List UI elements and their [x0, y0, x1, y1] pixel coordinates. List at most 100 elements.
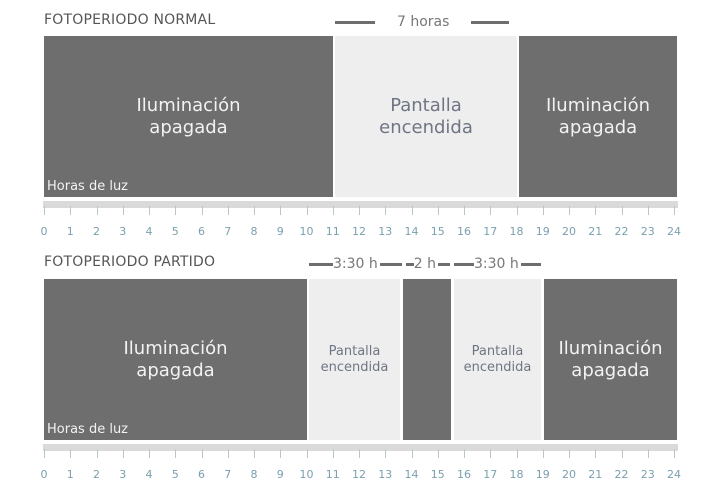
hour-label: 3: [119, 468, 127, 481]
hour-label: 1: [66, 225, 74, 238]
hour-label: 6: [198, 468, 205, 481]
hour-tick: [44, 449, 45, 458]
hour-tick: [516, 206, 518, 215]
hour-label: 5: [171, 225, 179, 238]
hour-tick: [411, 206, 413, 215]
hour-label: 5: [171, 468, 179, 481]
hour-label: 19: [535, 225, 550, 238]
hour-tick: [385, 449, 387, 458]
hour-label: 10: [299, 468, 314, 481]
hour-tick: [674, 206, 675, 215]
hour-label: 1: [66, 468, 74, 481]
hour-label: 13: [378, 225, 393, 238]
hour-tick: [201, 449, 203, 458]
hour-tick: [411, 449, 413, 458]
normal-duration: 7 horas: [335, 14, 510, 30]
hour-tick: [254, 206, 255, 215]
hour-tick: [254, 449, 255, 458]
hour-tick: [595, 449, 597, 458]
hour-tick: [569, 206, 570, 215]
hour-label: 0: [40, 225, 48, 238]
hour-tick: [542, 449, 544, 458]
hour-label: 11: [325, 468, 340, 481]
hour-label: 8: [250, 225, 258, 238]
hour-label: 14: [404, 468, 419, 481]
daylight-label: Horas de luz: [47, 422, 129, 438]
hour-label: 22: [614, 468, 629, 481]
hour-label: 23: [640, 468, 655, 481]
hour-tick: [227, 449, 229, 458]
hour-tick: [569, 449, 570, 458]
hour-tick: [306, 449, 308, 458]
hour-label: 19: [535, 468, 550, 481]
hour-label: 7: [224, 468, 232, 481]
hour-label: 17: [483, 225, 498, 238]
hour-label: 12: [352, 225, 366, 238]
hour-tick: [621, 206, 623, 215]
hour-tick: [280, 206, 282, 215]
block-label: Iluminación apagada: [123, 337, 228, 381]
hour-label: 14: [404, 225, 419, 238]
block-off: Iluminación apagada: [544, 279, 677, 440]
hour-tick: [149, 206, 150, 215]
hour-label: 20: [562, 225, 576, 238]
block-off: [403, 279, 451, 440]
hour-tick: [437, 206, 439, 215]
duration-label: 7 horas: [397, 14, 450, 30]
block-label: Iluminación apagada: [558, 337, 663, 381]
hour-tick: [516, 449, 518, 458]
hour-label: 22: [614, 225, 629, 238]
hour-tick: [70, 449, 72, 458]
hour-label: 10: [299, 225, 314, 238]
hour-label: 4: [145, 468, 153, 481]
hour-label: 18: [509, 468, 524, 481]
hour-tick: [359, 449, 360, 458]
block-label: Pantalla encendida: [320, 343, 389, 375]
hour-tick: [96, 206, 98, 215]
block-screen-on: Pantalla encendida: [454, 279, 541, 440]
block-label: Pantalla encendida: [379, 94, 473, 138]
hour-tick: [464, 449, 465, 458]
hour-label: 21: [588, 468, 603, 481]
hour-label: 7: [224, 225, 232, 238]
hour-tick: [175, 206, 177, 215]
hour-tick: [385, 206, 387, 215]
hour-tick: [332, 449, 334, 458]
normal-title: FOTOPERIODO NORMAL: [44, 12, 216, 28]
hour-label: 9: [276, 468, 284, 481]
hour-tick: [306, 206, 308, 215]
hour-label: 6: [198, 225, 205, 238]
hour-label: 2: [93, 225, 100, 238]
hour-tick: [149, 449, 150, 458]
hour-label: 21: [588, 225, 603, 238]
hour-label: 9: [276, 225, 284, 238]
block-screen-on: Pantalla encendida: [309, 279, 400, 440]
hour-tick: [44, 206, 45, 215]
duration-label: 2 h: [413, 256, 436, 272]
hour-label: 16: [457, 225, 471, 238]
hour-label: 11: [325, 225, 340, 238]
hour-label: 24: [667, 225, 681, 238]
hour-tick: [201, 206, 203, 215]
hour-label: 16: [457, 468, 471, 481]
hour-tick: [490, 449, 492, 458]
block-screen-on: Pantalla encendida: [335, 36, 517, 197]
hour-tick: [621, 449, 623, 458]
block-label: Pantalla encendida: [463, 343, 532, 375]
hour-label: 4: [145, 225, 153, 238]
hour-label: 2: [93, 468, 100, 481]
block-off: Iluminación apagada Horas de luz: [44, 279, 307, 440]
hour-label: 18: [509, 225, 524, 238]
hour-label: 20: [562, 468, 576, 481]
daylight-label: Horas de luz: [47, 179, 129, 195]
hour-label: 13: [378, 468, 393, 481]
hour-tick: [542, 206, 544, 215]
partido-durations: 3:30 h 2 h 3:30 h: [309, 256, 541, 272]
hour-tick: [359, 206, 360, 215]
hour-tick: [464, 206, 465, 215]
block-label: Iluminación apagada: [545, 94, 650, 138]
partido-title: FOTOPERIODO PARTIDO: [44, 254, 216, 270]
hour-tick: [122, 449, 124, 458]
hour-tick: [96, 449, 98, 458]
hour-axis-partido: [43, 444, 678, 451]
